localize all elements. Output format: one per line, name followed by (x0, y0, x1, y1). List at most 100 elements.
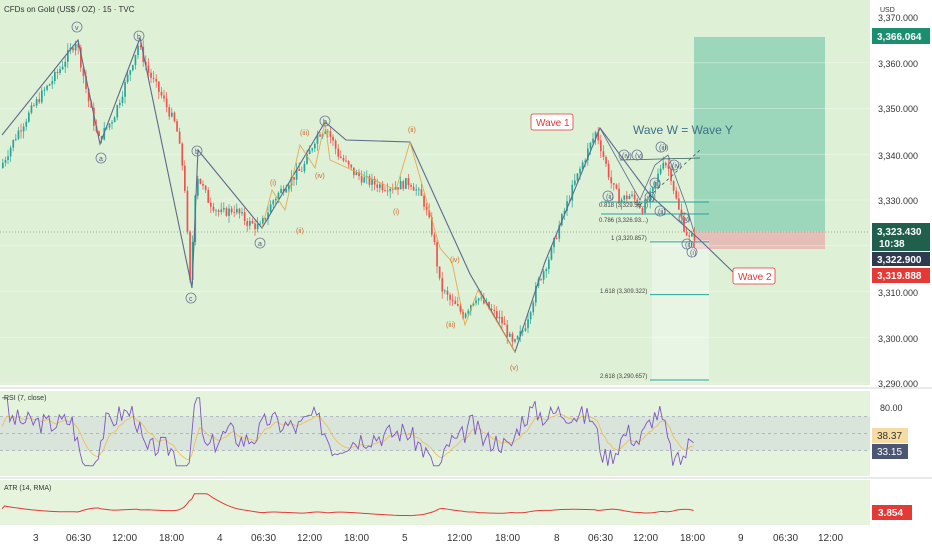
candle-body (540, 279, 542, 281)
candle-body (113, 117, 116, 123)
candle-body (35, 99, 38, 106)
wave-label: (v) (682, 216, 690, 223)
candle-body (298, 169, 301, 171)
candle-body (610, 177, 613, 184)
candle-body (230, 208, 233, 213)
time-tick: 06:30 (588, 533, 613, 544)
candle-body (550, 247, 553, 260)
candle-body (454, 300, 457, 305)
wave-degree-label: (ii) (408, 127, 416, 134)
candle-body (51, 81, 54, 85)
candle-body (25, 121, 28, 127)
badge-text: 38.37 (877, 431, 902, 442)
candle-body (654, 182, 657, 188)
candle-body (217, 210, 220, 212)
candle-body (38, 99, 41, 103)
time-tick: 12:00 (447, 533, 472, 544)
candle-body (199, 178, 202, 184)
candle-body (303, 163, 306, 172)
candle-body (168, 107, 171, 117)
candle-body (264, 218, 267, 220)
candle-body (579, 168, 581, 174)
candle-body (410, 185, 412, 187)
wave-label: (iii) (685, 242, 694, 249)
fib-label: 0.818 (3,329.56...) (599, 203, 648, 209)
level-lines (601, 201, 709, 381)
candle-body (54, 71, 56, 82)
wave-label: (ii) (653, 181, 661, 188)
price-axis: 3,370.000 3,360.000 3,350.000 3,340.000 … (878, 13, 918, 389)
candle-body (498, 316, 501, 319)
candle-body (402, 181, 405, 189)
candle-body (223, 208, 225, 210)
candle-body (2, 162, 4, 168)
countdown-text: 10:38 (879, 239, 905, 250)
candle-body (532, 302, 535, 313)
candle-body (623, 195, 626, 200)
wave-degree-label: (v) (510, 365, 518, 372)
wave-degree-label: (i) (393, 209, 399, 216)
wave-label-circle (254, 237, 266, 249)
candle-body (628, 195, 631, 200)
time-tick: 06:30 (251, 533, 276, 544)
candle-body (657, 173, 659, 183)
candle-body (288, 185, 290, 190)
candle-body (259, 223, 262, 225)
candle-body (355, 172, 358, 176)
candle-body (425, 206, 428, 210)
candle-body (516, 336, 519, 340)
candle-body (587, 148, 589, 161)
candle-body (672, 181, 675, 191)
candle-body (607, 163, 610, 178)
candle-body (563, 210, 566, 215)
candle-body (106, 127, 108, 129)
wave2-box: Wave 2 (732, 267, 776, 285)
price-tick: 3,310.000 (878, 288, 918, 298)
candle-body (394, 187, 397, 189)
candle-body (184, 165, 186, 191)
candle-body (295, 169, 298, 180)
candle-body (600, 140, 602, 152)
candle-body (9, 147, 12, 157)
candle-body (615, 184, 618, 189)
price-tick: 3,350.000 (878, 104, 918, 114)
candle-body (20, 130, 22, 132)
candle-body (33, 105, 35, 107)
fib-label: 0.786 (3,326.93...) (599, 218, 648, 224)
candle-body (527, 319, 529, 329)
candle-body (207, 190, 210, 203)
candle-body (446, 290, 449, 295)
candle-body (433, 234, 436, 243)
candle-body (368, 176, 371, 185)
wave-label: b (137, 34, 141, 41)
wave-label: (v) (635, 153, 643, 160)
badge-text: 3.854 (878, 508, 903, 519)
candle-body (597, 132, 600, 141)
symbol-title: CFDs on Gold (US$ / OZ) · 15 · TVC (4, 5, 135, 14)
candle-body (441, 278, 444, 292)
candle-body (545, 269, 548, 272)
candle-body (428, 209, 431, 218)
candle-body (511, 333, 514, 342)
badge-text: 3,366.064 (877, 32, 922, 43)
candle-body (225, 208, 228, 216)
candle-body (308, 150, 311, 155)
candle-body (280, 188, 282, 193)
candle-body (576, 173, 579, 181)
candle-body (116, 105, 119, 118)
candle-body (412, 186, 415, 191)
candle-body (652, 187, 654, 192)
wave-lines (1, 36, 734, 354)
candle-body (334, 140, 337, 149)
time-tick: 18:00 (495, 533, 520, 544)
candle-body (529, 312, 532, 320)
candle-body (85, 76, 87, 89)
candle-body (186, 190, 189, 232)
price-badge-stop: 3,319.888 (872, 268, 930, 283)
wave-label: b (195, 149, 199, 156)
candle-body (249, 221, 251, 226)
atr-badge: 3.854 (872, 505, 912, 520)
badge-text: 3,323.430 (877, 227, 922, 238)
wave-label-circle (191, 145, 203, 157)
candle-body (358, 172, 360, 177)
